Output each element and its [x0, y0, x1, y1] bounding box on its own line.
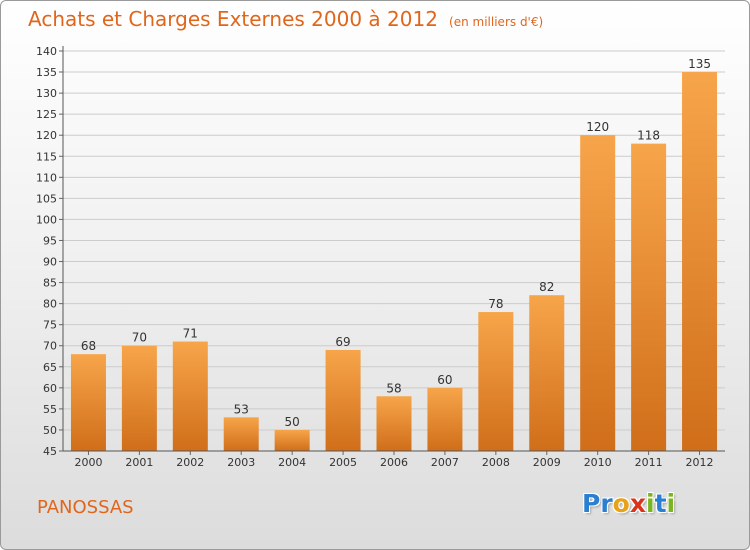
bar	[478, 312, 514, 451]
bar	[121, 345, 157, 451]
y-tick-label: 90	[43, 256, 57, 269]
logo-letter: i	[646, 489, 655, 518]
chart-subtitle: (en milliers d'€)	[449, 15, 544, 29]
x-tick-label: 2008	[482, 456, 510, 469]
logo-letter: i	[666, 489, 676, 518]
y-tick-label: 115	[36, 150, 57, 163]
bar	[376, 396, 412, 451]
bar	[631, 143, 667, 451]
data-label: 69	[335, 335, 350, 349]
x-axis-ticks: 2000 2001 2002 2003 2004 2005 2006 2007 2008 2009…	[74, 451, 714, 469]
data-label: 68	[81, 339, 96, 353]
x-tick-label: 2005	[329, 456, 357, 469]
x-tick-label: 2001	[125, 456, 153, 469]
y-tick-label: 95	[43, 234, 57, 247]
x-tick-label: 2004	[278, 456, 306, 469]
data-label: 50	[285, 415, 300, 429]
x-tick-label: 2002	[176, 456, 204, 469]
x-tick-label: 2006	[380, 456, 408, 469]
logo-letter: r	[600, 489, 613, 518]
bar	[427, 387, 463, 451]
y-tick-label: 80	[43, 298, 57, 311]
bar	[580, 135, 616, 452]
data-label: 78	[488, 297, 503, 311]
bar	[223, 417, 259, 451]
y-tick-label: 140	[36, 45, 57, 58]
data-label: 118	[637, 129, 660, 143]
data-label: 82	[539, 280, 554, 294]
axes	[62, 46, 725, 452]
chart-title: Achats et Charges Externes 2000 à 2012	[28, 7, 438, 31]
y-tick-label: 65	[43, 361, 57, 374]
logo-letter: x	[629, 489, 646, 518]
y-tick-label: 135	[36, 66, 57, 79]
bar	[70, 354, 106, 451]
y-tick-label: 45	[43, 445, 57, 458]
data-label: 71	[183, 327, 198, 341]
bars	[70, 72, 718, 452]
data-label: 70	[132, 331, 147, 345]
x-tick-label: 2011	[635, 456, 663, 469]
y-tick-label: 55	[43, 403, 57, 416]
x-tick-label: 2009	[533, 456, 561, 469]
logo-letter: t	[654, 489, 667, 518]
data-labels: 68 70 71 53 50 69 58 60 78 82 120 118 135	[81, 57, 711, 429]
bar	[274, 429, 310, 451]
data-label: 58	[386, 381, 401, 395]
y-axis-ticks: 45 50 55 60 65 70 75 80 85 90 95 100 105 110 115 120 125…	[36, 45, 63, 458]
x-tick-label: 2010	[584, 456, 612, 469]
data-label: 120	[586, 120, 609, 134]
bar	[325, 349, 361, 451]
y-tick-label: 120	[36, 129, 57, 142]
y-tick-label: 75	[43, 319, 57, 332]
data-label: 135	[688, 57, 711, 71]
data-label: 53	[234, 402, 249, 416]
logo-letter: P	[582, 489, 601, 518]
y-tick-label: 100	[36, 213, 57, 226]
commune-name: PANOSSAS	[37, 497, 134, 518]
bar	[682, 72, 718, 451]
bar	[529, 295, 565, 451]
x-tick-label: 2007	[431, 456, 459, 469]
x-tick-label: 2003	[227, 456, 255, 469]
y-tick-label: 130	[36, 87, 57, 100]
x-tick-label: 2012	[686, 456, 714, 469]
title-block: Achats et Charges Externes 2000 à 2012 (…	[28, 7, 543, 31]
y-tick-label: 110	[36, 171, 57, 184]
logo-letter: o	[612, 489, 630, 518]
proxiti-logo: Proxiti	[582, 489, 675, 518]
y-tick-label: 105	[36, 192, 57, 205]
bar	[172, 341, 208, 451]
data-label: 60	[437, 373, 452, 387]
y-tick-label: 85	[43, 277, 57, 290]
y-tick-label: 60	[43, 382, 57, 395]
x-tick-label: 2000	[74, 456, 102, 469]
y-tick-label: 125	[36, 108, 57, 121]
y-tick-label: 70	[43, 340, 57, 353]
y-tick-label: 50	[43, 424, 57, 437]
